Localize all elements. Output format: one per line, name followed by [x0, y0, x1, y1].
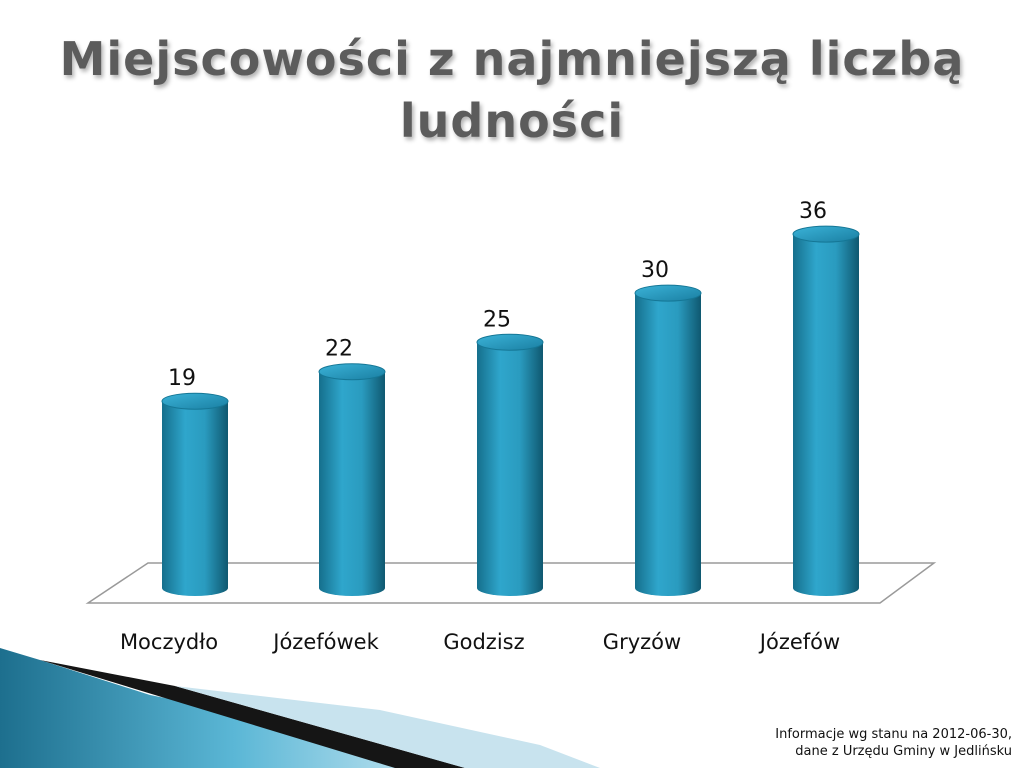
bar-Godzisz [476, 333, 544, 596]
source-note-line1: Informacje wg stanu na 2012-06-30, [775, 727, 1012, 742]
bar-Gryzów [634, 284, 702, 596]
bar-value-label: 36 [799, 199, 827, 224]
bar-value-label: 25 [483, 307, 511, 332]
source-note: Informacje wg stanu na 2012-06-30, dane … [592, 726, 1012, 760]
bar-Józefówek [318, 363, 386, 596]
bar-value-label: 19 [168, 366, 196, 391]
bar-Józefów [792, 225, 860, 596]
category-label: Gryzów [603, 630, 681, 654]
category-label: Józefówek [271, 630, 379, 654]
source-note-line2: dane z Urzędu Gminy w Jedlińsku [795, 744, 1012, 759]
slide-title: Miejscowości z najmniejszą liczbą ludnoś… [59, 32, 965, 148]
bar-value-label: 22 [325, 337, 353, 362]
category-label: Moczydło [120, 630, 218, 654]
bar-value-label: 30 [641, 258, 669, 283]
bar-Moczydło [161, 392, 229, 596]
category-label: Godzisz [443, 630, 524, 654]
category-label: Józefów [758, 630, 840, 654]
